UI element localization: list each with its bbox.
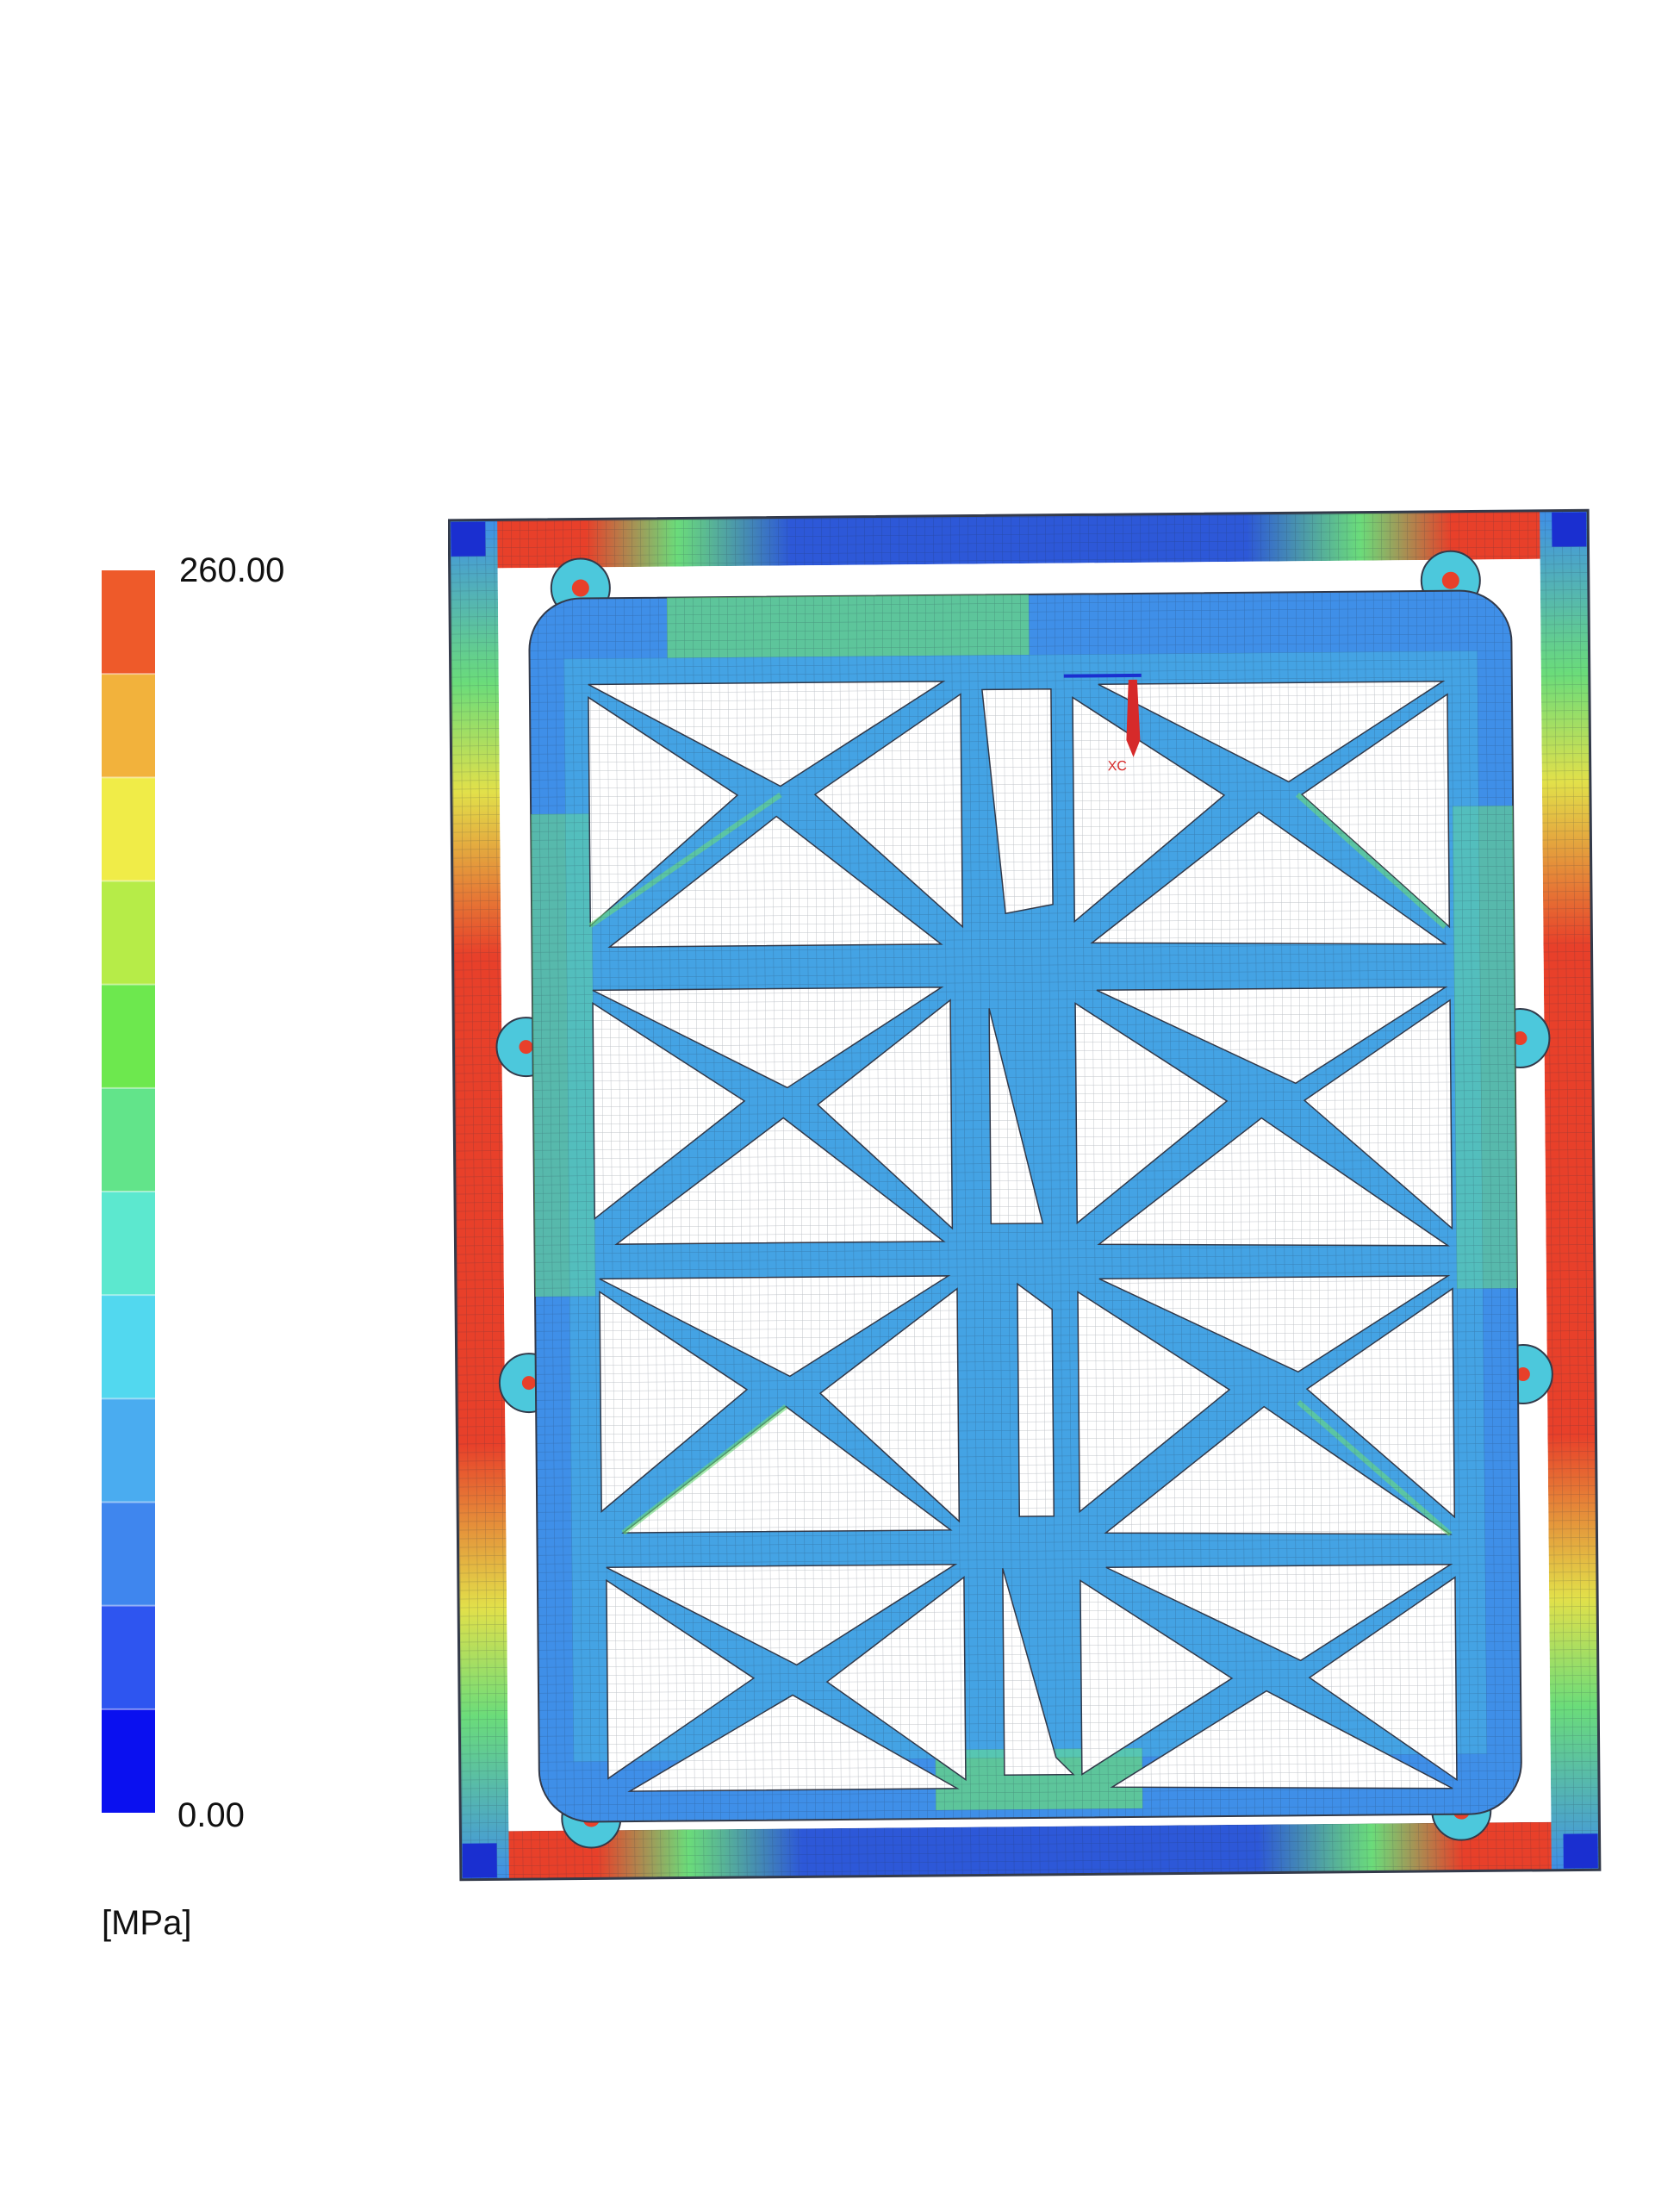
annotation-arrow: [1126, 679, 1141, 757]
legend-band: [102, 777, 155, 881]
legend-band: [102, 1087, 155, 1192]
stress-color-legend-bar: [102, 570, 155, 1813]
frame-corner-tr: [1552, 512, 1587, 547]
legend-band: [102, 984, 155, 1089]
fea-stress-plot: XC: [448, 508, 1602, 1882]
legend-band: [102, 674, 155, 778]
legend-band: [102, 570, 155, 675]
legend-band: [102, 1605, 155, 1710]
frame-corner-br: [1563, 1833, 1598, 1869]
legend-max-label: 260.00: [179, 551, 285, 589]
legend-band: [102, 1398, 155, 1503]
legend-min-label: 0.00: [177, 1796, 245, 1834]
plate-mesh-overlay: [529, 590, 1521, 1822]
annotation-label: XC: [1108, 759, 1127, 774]
frame-corner-bl: [462, 1843, 497, 1878]
legend-band: [102, 1708, 155, 1813]
annotation-marker-line: [1063, 673, 1142, 678]
legend-band: [102, 1502, 155, 1607]
legend-unit-label: [MPa]: [102, 1904, 192, 1942]
frame-corner-tl: [451, 521, 486, 557]
legend-band: [102, 1295, 155, 1399]
legend-band: [102, 1192, 155, 1296]
legend-band: [102, 881, 155, 986]
